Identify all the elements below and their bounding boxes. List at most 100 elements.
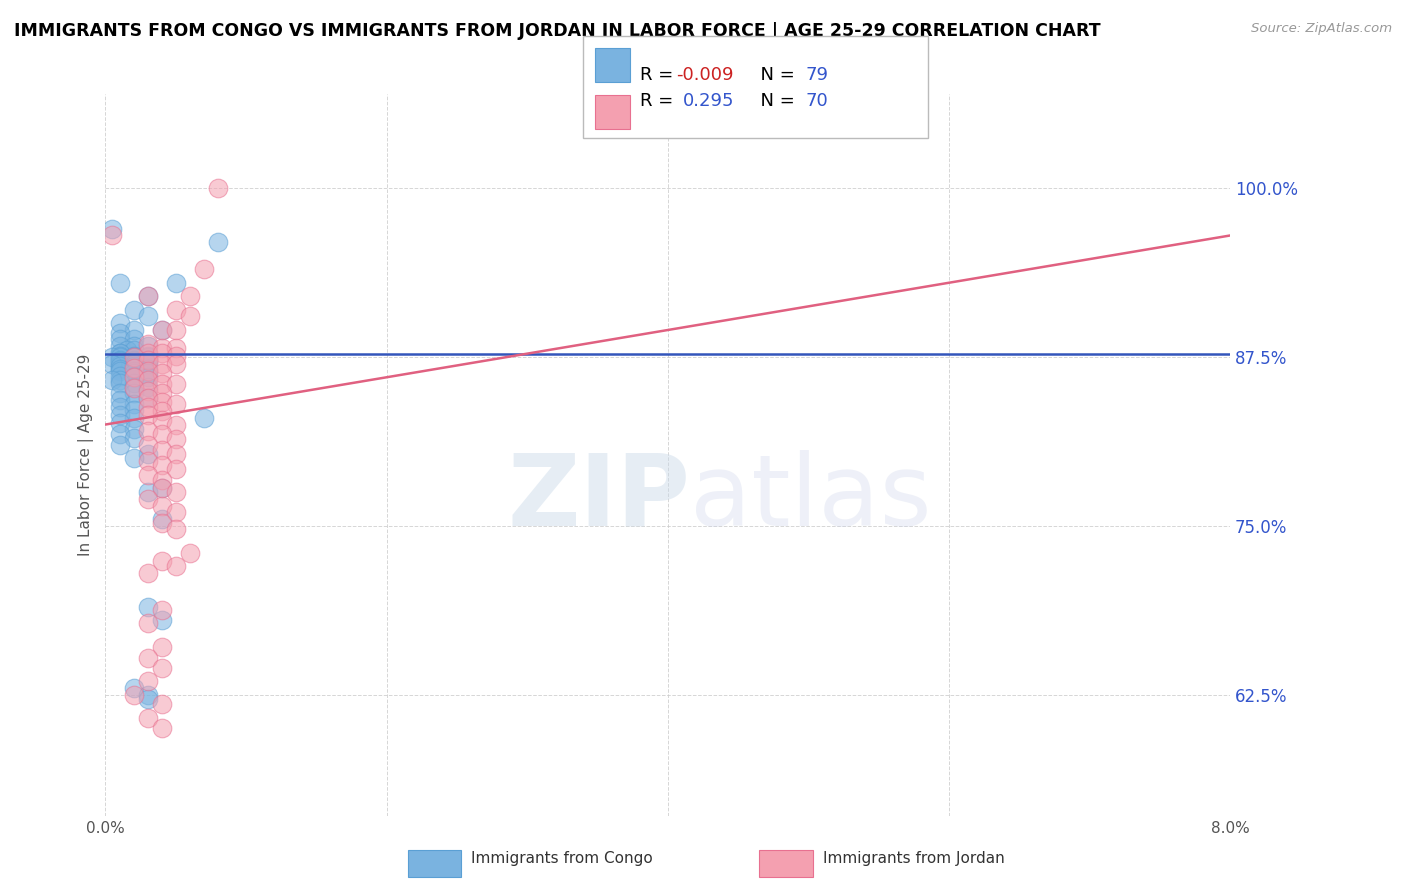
Point: [122, 339, 145, 353]
Point: [165, 505, 187, 519]
Point: [150, 516, 173, 530]
Text: Immigrants from Congo: Immigrants from Congo: [471, 852, 652, 866]
Point: [136, 438, 159, 452]
Point: [108, 326, 131, 340]
Point: [150, 443, 173, 458]
Point: [108, 408, 131, 422]
Point: [150, 458, 173, 472]
Point: [179, 546, 201, 560]
Point: [150, 499, 173, 513]
Point: [150, 602, 173, 616]
Text: 79: 79: [806, 66, 828, 84]
Text: N =: N =: [749, 66, 801, 84]
Point: [150, 481, 173, 495]
Point: [136, 384, 159, 398]
Point: [165, 377, 187, 392]
Point: [122, 431, 145, 445]
Point: [108, 386, 131, 401]
Point: [122, 323, 145, 337]
Point: [122, 350, 145, 364]
Point: [150, 386, 173, 401]
Point: [108, 316, 131, 330]
Text: R =: R =: [640, 66, 679, 84]
Point: [101, 221, 124, 235]
Point: [108, 438, 131, 452]
Point: [136, 349, 159, 363]
Point: [122, 380, 145, 394]
Point: [150, 346, 173, 360]
Point: [122, 402, 145, 417]
Point: [150, 366, 173, 380]
Point: [136, 425, 159, 439]
Point: [136, 691, 159, 706]
Point: [136, 408, 159, 422]
Point: [136, 566, 159, 580]
Point: [136, 467, 159, 482]
Point: [165, 417, 187, 432]
Point: [136, 400, 159, 414]
Point: [108, 350, 131, 364]
Point: [122, 354, 145, 368]
Point: [136, 366, 159, 380]
Point: [136, 380, 159, 394]
Point: [136, 339, 159, 353]
Point: [150, 394, 173, 409]
Text: R =: R =: [640, 92, 685, 110]
Point: [122, 688, 145, 702]
Point: [136, 350, 159, 364]
Point: [150, 722, 173, 736]
Point: [165, 341, 187, 355]
Point: [165, 357, 187, 371]
Point: [122, 363, 145, 377]
Point: [122, 681, 145, 695]
Text: atlas: atlas: [690, 450, 932, 547]
Point: [136, 485, 159, 500]
Point: [150, 341, 173, 355]
Point: [122, 451, 145, 466]
Point: [108, 357, 131, 371]
Point: [136, 599, 159, 614]
Point: [122, 359, 145, 374]
Point: [108, 393, 131, 408]
Text: N =: N =: [749, 92, 801, 110]
Point: [122, 376, 145, 390]
Point: [136, 373, 159, 387]
Point: [165, 433, 187, 447]
Point: [108, 339, 131, 353]
Point: [122, 410, 145, 425]
Point: [136, 352, 159, 367]
Point: [108, 349, 131, 363]
Point: [150, 660, 173, 674]
Point: [136, 289, 159, 303]
Point: [165, 559, 187, 574]
Point: [122, 343, 145, 358]
Point: [136, 370, 159, 384]
Point: [122, 397, 145, 411]
Text: Immigrants from Jordan: Immigrants from Jordan: [823, 852, 1004, 866]
Text: 70: 70: [806, 92, 828, 110]
Text: 0.295: 0.295: [683, 92, 735, 110]
Point: [136, 674, 159, 689]
Point: [101, 350, 124, 364]
Point: [108, 333, 131, 347]
Point: [150, 481, 173, 495]
Point: [150, 613, 173, 627]
Point: [165, 485, 187, 500]
Point: [193, 262, 215, 277]
Point: [108, 368, 131, 383]
Point: [122, 386, 145, 401]
Point: [122, 360, 145, 375]
Point: [136, 454, 159, 468]
Point: [179, 310, 201, 324]
Point: [136, 362, 159, 376]
Point: [150, 404, 173, 418]
Point: [165, 349, 187, 363]
Point: [108, 416, 131, 430]
Point: [108, 354, 131, 368]
Point: [165, 323, 187, 337]
Point: [122, 368, 145, 383]
Point: [136, 346, 159, 360]
Point: [136, 491, 159, 506]
Point: [108, 359, 131, 374]
Point: [136, 352, 159, 367]
